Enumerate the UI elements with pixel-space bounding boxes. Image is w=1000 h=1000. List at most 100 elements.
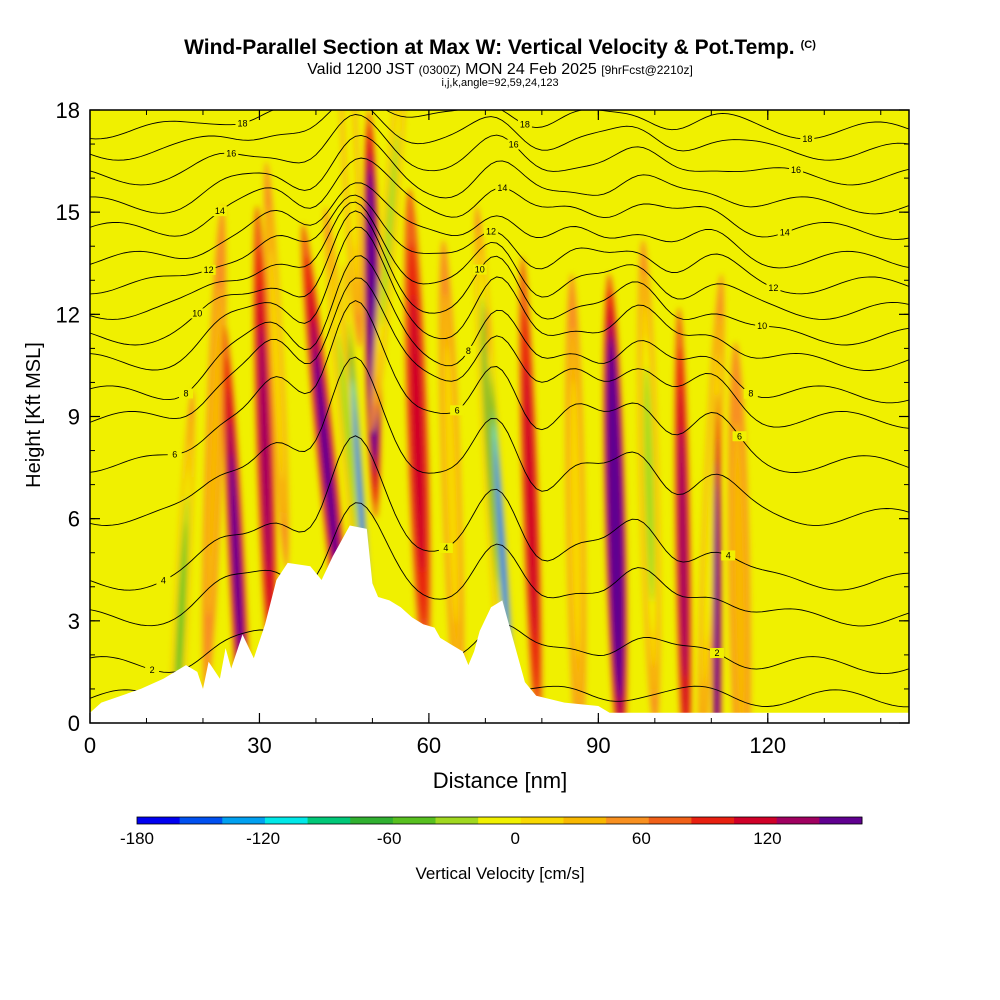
terrain-mask xyxy=(90,525,909,723)
forecast-label: [9hrFcst@2210z] xyxy=(601,63,693,77)
colorbar-segment xyxy=(606,817,650,824)
w-band xyxy=(371,110,408,433)
isentrope-label-bg xyxy=(800,133,815,144)
w-level xyxy=(570,379,582,658)
isentrope-label: 6 xyxy=(455,405,460,415)
isentrope-label-bg xyxy=(190,308,205,319)
w-level xyxy=(314,350,340,585)
colorbar-tick-label: 0 xyxy=(511,829,520,848)
w-band xyxy=(336,110,363,349)
isentrope-label-bg xyxy=(450,405,465,416)
colorbar-tick-label: -180 xyxy=(120,829,154,848)
isentrope-label: 18 xyxy=(520,120,530,130)
isentrope-label-bg xyxy=(732,431,747,442)
w-band xyxy=(404,188,431,679)
y-axis-label: Height [Kft MSL] xyxy=(23,342,45,488)
x-axis-label: Distance [nm] xyxy=(432,768,568,793)
colorbar-segment xyxy=(691,817,735,824)
isentrope xyxy=(90,356,909,526)
y-tick-label: 12 xyxy=(56,302,80,327)
isentrope-label-bg xyxy=(212,206,227,217)
colorbar-segment xyxy=(350,817,394,824)
isentrope-label: 4 xyxy=(443,543,448,553)
w-level xyxy=(732,421,747,723)
colorbar-segment xyxy=(648,817,692,824)
isentrope-label: 4 xyxy=(726,550,731,560)
valid-zulu: (0300Z) xyxy=(418,63,461,77)
w-level xyxy=(343,110,357,249)
x-tick-label: 30 xyxy=(247,733,271,758)
isentrope-label-bg xyxy=(484,226,499,237)
isentrope-label: 8 xyxy=(466,346,471,356)
isentrope xyxy=(90,182,909,269)
isentrope xyxy=(90,435,909,591)
colorbar-segment xyxy=(435,817,479,824)
y-tick-label: 15 xyxy=(56,200,80,225)
w-band xyxy=(603,273,628,723)
isentrope-label: 18 xyxy=(802,134,812,144)
colorbar-segment xyxy=(563,817,607,824)
colorbar-tick-label: -120 xyxy=(246,829,280,848)
isentrope-label-bg xyxy=(506,139,521,150)
plot-area: 2224446668881010101212121414141616161818… xyxy=(90,110,909,723)
x-tick-label: 120 xyxy=(749,733,786,758)
isentrope xyxy=(90,201,909,320)
isentrope-label: 8 xyxy=(748,389,753,399)
isentrope-label: 10 xyxy=(192,308,202,318)
isentrope xyxy=(90,110,909,161)
w-level xyxy=(524,362,537,641)
w-level xyxy=(380,131,398,327)
isentrope-label-bg xyxy=(517,119,532,130)
colorbar-frame xyxy=(136,816,863,825)
valid-prefix: Valid 1200 JST xyxy=(307,61,415,78)
x-tick-label: 60 xyxy=(417,733,441,758)
colorbar-segment xyxy=(222,817,266,824)
isentrope-label: 2 xyxy=(150,665,155,675)
isentrope-label-bg xyxy=(495,182,510,193)
colorbar-segment xyxy=(179,817,223,824)
w-band xyxy=(565,273,586,723)
y-tick-label: 6 xyxy=(68,507,80,532)
colorbar-tick-label: 120 xyxy=(753,829,781,848)
colorbar-tick-label: -60 xyxy=(377,829,402,848)
x-tick-label: 0 xyxy=(84,733,96,758)
w-level xyxy=(715,529,719,723)
isentrope-label: 12 xyxy=(486,226,496,236)
w-band xyxy=(712,392,722,723)
isentrope xyxy=(90,255,909,404)
isentrope-label-bg xyxy=(472,264,487,275)
w-level xyxy=(679,427,688,679)
y-tick-label: 18 xyxy=(56,98,80,123)
isentrope-label-bg xyxy=(755,320,770,331)
w-level xyxy=(259,324,271,577)
chart-title: Wind-Parallel Section at Max W: Vertical… xyxy=(0,36,1000,60)
isentrope-label: 12 xyxy=(204,265,214,275)
isentrope-label: 8 xyxy=(184,388,189,398)
isentrope-label-bg xyxy=(709,647,724,658)
w-level xyxy=(644,366,655,603)
isentrope-label: 10 xyxy=(475,265,485,275)
w-level xyxy=(206,285,223,616)
isentrope-label: 6 xyxy=(172,449,177,459)
w-band xyxy=(202,205,227,696)
colorbar-segment xyxy=(307,817,351,824)
vertical-velocity-field xyxy=(166,110,751,723)
isentrope-label-bg xyxy=(721,550,736,561)
w-band xyxy=(439,239,464,723)
y-tick-label: 0 xyxy=(68,711,80,736)
isentrope xyxy=(90,277,909,429)
isentrope xyxy=(90,502,909,627)
chart-subtitle: Valid 1200 JST (0300Z) MON 24 Feb 2025 [… xyxy=(0,61,1000,79)
isentrope-label: 16 xyxy=(791,165,801,175)
valid-date: MON 24 Feb 2025 xyxy=(465,61,597,78)
w-band xyxy=(519,256,542,723)
isentrope-label: 10 xyxy=(757,321,767,331)
isentrope-label: 6 xyxy=(737,431,742,441)
y-tick-label: 9 xyxy=(68,405,80,430)
x-tick-label: 90 xyxy=(586,733,610,758)
isentrope-label: 14 xyxy=(215,206,225,216)
isentrope-label: 4 xyxy=(161,576,166,586)
w-level xyxy=(495,452,510,653)
w-band xyxy=(264,161,289,570)
